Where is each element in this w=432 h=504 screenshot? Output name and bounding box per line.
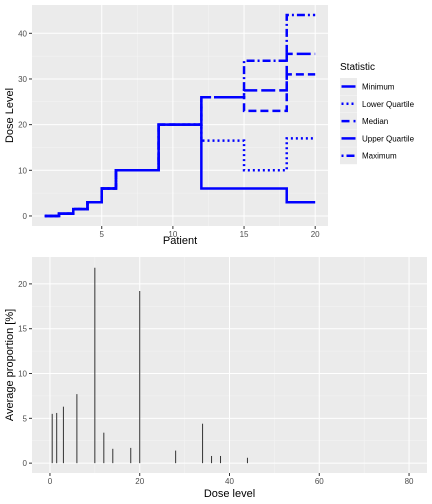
dose-level-series bbox=[44, 13, 316, 218]
legend-label: Lower Quartile bbox=[362, 100, 415, 109]
dose-level-panel bbox=[32, 5, 328, 226]
dose-level-y-axis-title: Dose Level bbox=[4, 88, 16, 143]
dose-level-axes: 5 10 15 20 0 10 20 30 40 bbox=[18, 29, 320, 239]
x-tick-label: 10 bbox=[168, 230, 177, 239]
y-tick-label: 15 bbox=[18, 325, 27, 334]
legend-label: Upper Quartile bbox=[362, 134, 415, 143]
y-tick-label: 20 bbox=[18, 280, 27, 289]
proportion-bars bbox=[51, 267, 248, 464]
proportion-chart: 0 20 40 60 80 0 5 10 15 20 Dose level Average pro… bbox=[4, 257, 427, 500]
legend: Statistic Minimum Lower Quartile Median Upp… bbox=[340, 62, 415, 165]
y-tick-label: 20 bbox=[18, 121, 27, 130]
y-tick-label: 10 bbox=[18, 370, 27, 379]
legend-label: Minimum bbox=[362, 83, 395, 92]
x-tick-label: 60 bbox=[315, 477, 324, 486]
series-line-maximum bbox=[44, 13, 316, 218]
legend-label: Maximum bbox=[362, 152, 397, 161]
y-tick-label: 30 bbox=[18, 75, 27, 84]
x-tick-label: 40 bbox=[225, 477, 234, 486]
y-tick-label: 5 bbox=[23, 414, 28, 423]
proportion-y-axis-title: Average proportion [%] bbox=[4, 309, 16, 421]
y-tick-label: 0 bbox=[23, 459, 28, 468]
y-tick-label: 10 bbox=[18, 166, 27, 175]
proportion-x-axis-title: Dose level bbox=[204, 488, 255, 500]
x-tick-label: 20 bbox=[135, 477, 144, 486]
x-tick-label: 80 bbox=[405, 477, 414, 486]
legend-label: Median bbox=[362, 117, 388, 126]
dose-level-x-axis-title: Patient bbox=[163, 235, 197, 247]
proportion-grid bbox=[32, 257, 427, 473]
y-tick-label: 0 bbox=[23, 212, 28, 221]
proportion-axes: 0 20 40 60 80 0 5 10 15 20 bbox=[18, 280, 414, 486]
legend-title: Statistic bbox=[340, 62, 375, 73]
dose-level-chart: 5 10 15 20 0 10 20 30 40 Patient Dose Level Stat… bbox=[4, 5, 415, 247]
legend-keys: Minimum Lower Quartile Median Upper Quartil… bbox=[340, 78, 415, 165]
x-tick-label: 0 bbox=[48, 477, 53, 486]
x-tick-label: 5 bbox=[100, 230, 105, 239]
x-tick-label: 15 bbox=[240, 230, 249, 239]
y-tick-label: 40 bbox=[18, 29, 27, 38]
x-tick-label: 20 bbox=[311, 230, 320, 239]
